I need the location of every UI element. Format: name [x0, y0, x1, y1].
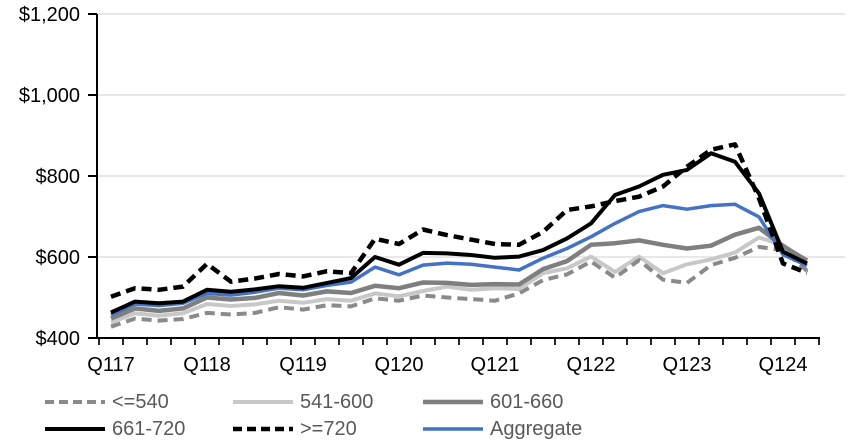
legend-swatch — [233, 400, 293, 404]
x-axis-label: Q124 — [759, 354, 808, 376]
legend-label: 661-720 — [112, 418, 186, 440]
legend-item: Aggregate — [423, 417, 582, 441]
legend-swatch — [423, 427, 483, 431]
y-axis-label: $1,000 — [19, 85, 80, 107]
x-axis-label: Q123 — [663, 354, 712, 376]
y-axis-label: $1,200 — [19, 4, 80, 26]
chart-legend: <=540 541-600 601-660 661-720 >=720 Aggregate — [0, 383, 852, 442]
x-axis-label: Q118 — [183, 354, 230, 376]
legend-item: 541-600 — [233, 390, 373, 414]
x-axis-label: Q117 — [87, 354, 134, 376]
legend-label: <=540 — [112, 391, 169, 413]
legend-item: >=720 — [233, 417, 357, 441]
legend-swatch — [45, 427, 105, 431]
series-line-661-720 — [110, 151, 808, 315]
legend-item: <=540 — [45, 390, 169, 414]
legend-swatch — [233, 426, 293, 432]
series-line-720 — [110, 142, 808, 299]
legend-swatch — [423, 399, 483, 405]
legend-label: Aggregate — [490, 418, 583, 440]
legend-item: 601-660 — [423, 390, 563, 414]
legend-swatch — [45, 400, 105, 404]
series-line-541-600 — [110, 235, 809, 325]
y-axis-label: $400 — [36, 328, 81, 350]
legend-label: >=720 — [300, 418, 357, 440]
y-axis-label: $600 — [36, 247, 81, 269]
legend-label: 601-660 — [490, 391, 564, 413]
x-axis-label: Q122 — [567, 354, 616, 376]
x-axis-label: Q120 — [375, 354, 424, 376]
series-line-601-660 — [110, 225, 809, 321]
series-line-540 — [110, 244, 809, 329]
x-axis-label: Q121 — [471, 354, 520, 376]
legend-label: 541-600 — [300, 391, 374, 413]
legend-item: 661-720 — [45, 417, 185, 441]
y-axis-label: $800 — [36, 166, 81, 188]
series-line-aggregate — [110, 202, 808, 317]
x-axis-label: Q119 — [279, 354, 326, 376]
